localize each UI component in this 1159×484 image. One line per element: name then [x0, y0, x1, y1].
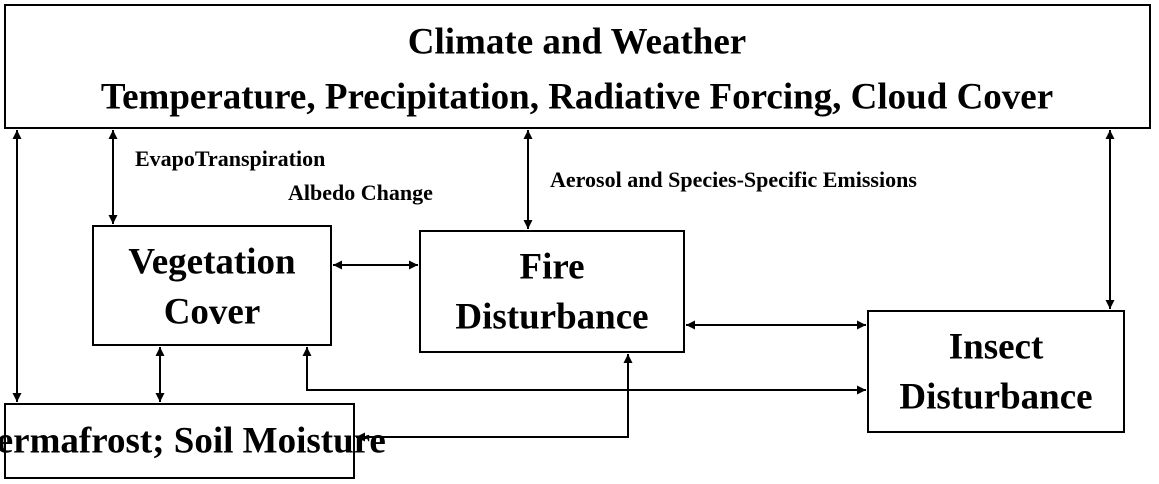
- permafrost-box: [4, 403, 355, 479]
- arrow: [356, 354, 633, 442]
- fire-box: [419, 230, 685, 353]
- node-text: Fire: [519, 246, 584, 287]
- node-text: Disturbance: [899, 376, 1092, 417]
- node-text: Permafrost; Soil Moisture: [0, 420, 386, 461]
- node-text: Insect: [949, 326, 1044, 367]
- node-text: Temperature, Precipitation, Radiative Fo…: [101, 76, 1053, 117]
- node-text: Disturbance: [455, 296, 648, 337]
- node-text: Climate and Weather: [408, 21, 746, 62]
- arrow: [302, 347, 866, 395]
- edge-label: EvapoTranspiration: [135, 146, 325, 171]
- node-text: Cover: [164, 291, 261, 332]
- node-text: Vegetation: [128, 241, 296, 282]
- edge-label: Albedo Change: [288, 180, 433, 205]
- edge-label: Aerosol and Species-Specific Emissions: [550, 167, 917, 192]
- climate-box: [4, 4, 1151, 129]
- insect-box: [867, 310, 1125, 433]
- vegetation-box: [92, 225, 332, 346]
